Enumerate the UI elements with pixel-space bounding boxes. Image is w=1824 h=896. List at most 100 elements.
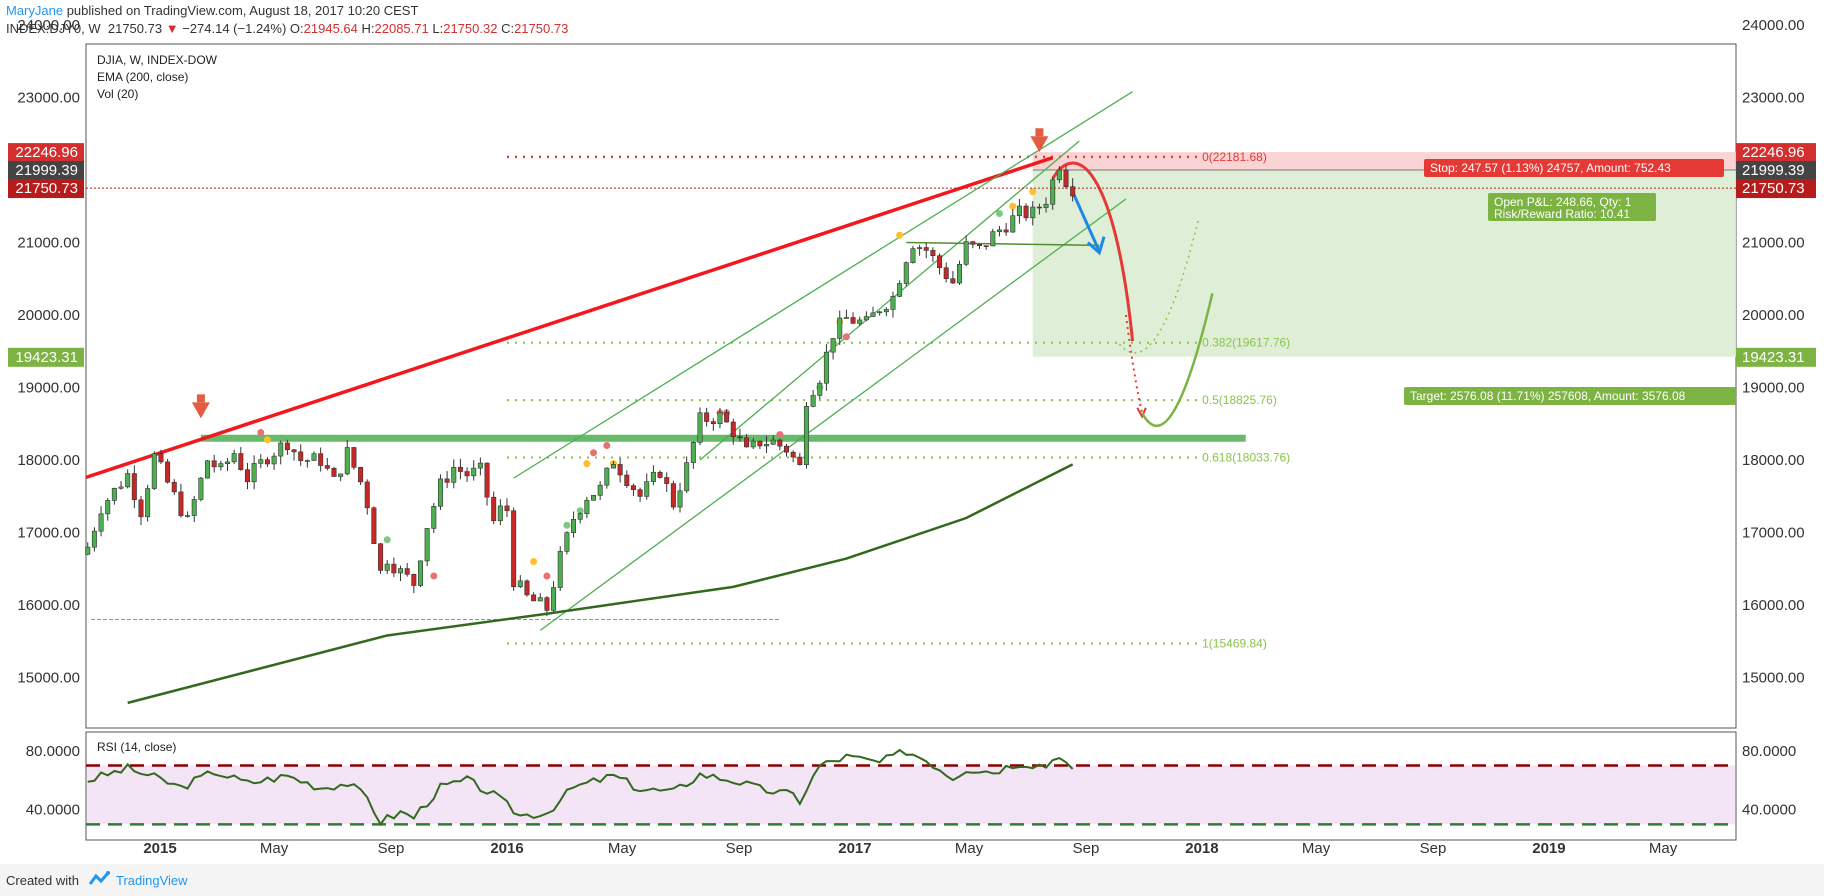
price-tag-left-box — [8, 179, 84, 199]
price-change: −274.14 (−1.24%) — [182, 21, 287, 36]
price-chart[interactable]: 0(22181.68) 0.382(19617.76) 0.5(18825.76) 0… — [0, 0, 1824, 864]
price-tick-left: 16000.00 — [17, 597, 80, 614]
candle-body — [830, 338, 836, 353]
candle-body — [331, 468, 337, 477]
candle-body — [870, 312, 876, 317]
candle-body — [797, 456, 803, 465]
candle-body — [224, 461, 230, 464]
candle-body — [850, 317, 856, 324]
candle-body — [185, 515, 191, 517]
candle-body — [398, 568, 404, 574]
fib-label-1: 1(15469.84) — [1202, 636, 1267, 650]
candle-body — [843, 317, 849, 319]
candle-body — [191, 499, 197, 516]
candle-body — [457, 466, 463, 472]
symbol-label[interactable]: INDEX:DJY0, W — [6, 21, 101, 36]
tradingview-brand-link[interactable]: TradingView — [116, 873, 188, 888]
candle-body — [1030, 206, 1036, 219]
candle-body — [437, 478, 443, 507]
price-tick-left: 23000.00 — [17, 90, 80, 107]
candle-body — [923, 247, 929, 251]
candle-body — [610, 464, 616, 469]
candle-body — [976, 243, 982, 246]
author-link[interactable]: MaryJane — [6, 3, 64, 18]
candle-body — [863, 316, 869, 321]
candle-body — [118, 486, 124, 489]
target-label-text-0: Target: 2576.08 (11.71%) 257608, Amount:… — [1410, 389, 1686, 403]
candle-body — [451, 466, 457, 483]
candle-body — [1043, 203, 1049, 208]
candle-body — [757, 440, 763, 447]
stop-label-text-0: Stop: 247.57 (1.13%) 24757, Amount: 752.… — [1430, 161, 1671, 175]
candle-body — [391, 563, 397, 574]
time-tick: May — [1649, 840, 1678, 857]
time-tick: May — [608, 840, 637, 857]
price-tag-right: 19423.31 — [1742, 349, 1805, 366]
candle-body — [544, 597, 550, 611]
neckline — [906, 241, 1100, 247]
candle-body — [165, 461, 171, 483]
signal-dot-8 — [603, 442, 611, 449]
time-tick: 2015 — [143, 840, 176, 857]
candle-body — [750, 440, 756, 448]
price-tick-left: 21000.00 — [17, 235, 80, 252]
price-tag-right: 22246.96 — [1742, 144, 1805, 161]
channel-line-2 — [699, 140, 1080, 461]
signal-dot-5 — [543, 572, 551, 580]
candle-body — [1010, 215, 1016, 233]
candle-body — [577, 513, 583, 520]
signal-dot-20 — [1009, 202, 1017, 210]
candle-body — [531, 594, 537, 602]
time-tick: Sep — [378, 840, 405, 857]
price-tag-right-box — [1736, 143, 1816, 163]
time-tick: May — [260, 840, 289, 857]
candle-body — [151, 453, 157, 489]
candle-body — [710, 421, 716, 425]
signal-dot-21 — [1029, 188, 1037, 196]
candle-body — [271, 455, 277, 465]
projection-arrowhead-red — [1136, 407, 1147, 419]
candle-body — [111, 488, 117, 501]
candle-body — [384, 563, 390, 571]
candle-body — [996, 229, 1002, 232]
price-tag-left-box — [8, 143, 84, 163]
channel-line-0 — [513, 91, 1133, 479]
candle-body — [244, 469, 250, 483]
candle-body — [770, 439, 776, 445]
candle-body — [670, 483, 676, 508]
tradingview-logo-icon — [88, 871, 110, 885]
candle-body — [637, 489, 643, 497]
candle-body — [338, 473, 344, 477]
price-tick-left: 15000.00 — [17, 670, 80, 687]
candle-body — [551, 587, 557, 611]
candle-body — [937, 255, 943, 269]
high-value: 22085.71 — [374, 21, 429, 36]
candle-body — [504, 505, 510, 512]
candle-body — [823, 351, 829, 384]
rsi-tick-right: 40.0000 — [1742, 802, 1796, 819]
candle-body — [231, 453, 237, 463]
ema-200-line — [127, 463, 1074, 705]
candle-body — [963, 241, 969, 265]
candle-body — [730, 421, 736, 438]
candle-body — [950, 278, 956, 284]
candle-body — [258, 459, 264, 464]
candle-body — [158, 453, 164, 463]
candle-body — [837, 317, 843, 339]
candle-body — [584, 499, 590, 515]
drawings — [85, 91, 1246, 631]
candle-body — [218, 463, 224, 468]
candle-body — [697, 412, 703, 443]
candle-body — [497, 505, 503, 522]
publish-line: MaryJane published on TradingView.com, A… — [6, 3, 418, 18]
candle-body — [630, 485, 636, 490]
time-tick: Sep — [1420, 840, 1447, 857]
price-tag-right: 21750.73 — [1742, 180, 1805, 197]
candle-body — [903, 262, 909, 284]
price-tick-left: 24000.00 — [17, 17, 80, 34]
projection-arc-red — [1051, 161, 1135, 342]
signal-dot-4 — [530, 558, 538, 565]
price-tick-right: 23000.00 — [1742, 90, 1805, 107]
candle-body — [404, 568, 410, 575]
candle-body — [1016, 205, 1022, 217]
